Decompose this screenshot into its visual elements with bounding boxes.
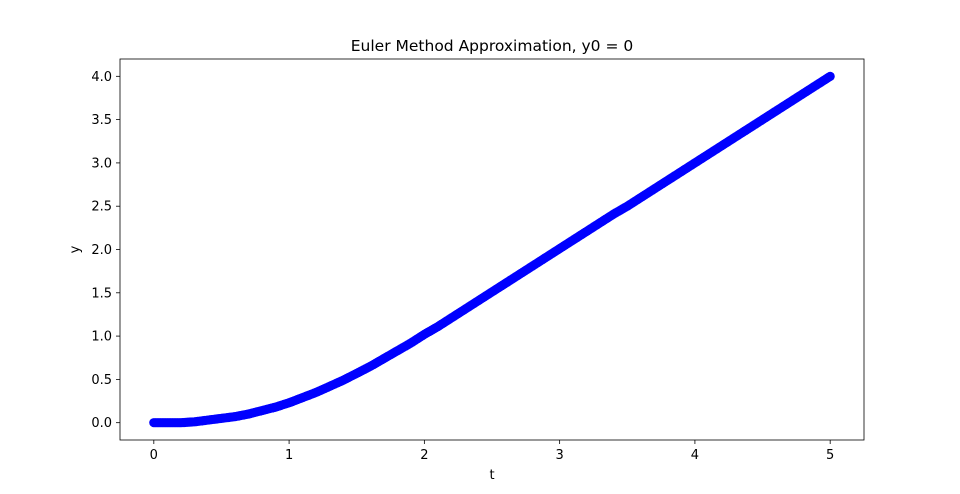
x-tick-label: 4 [691, 448, 699, 463]
x-tick-label: 3 [555, 448, 563, 463]
y-tick-label: 3.5 [91, 113, 112, 128]
y-tick-label: 0.0 [91, 416, 112, 431]
y-tick-label: 4.0 [91, 70, 112, 85]
x-tick-label: 1 [285, 448, 293, 463]
chart-title: Euler Method Approximation, y0 = 0 [351, 37, 634, 55]
data-point [825, 71, 835, 81]
x-axis-label: t [489, 468, 494, 483]
x-tick-label: 0 [150, 448, 158, 463]
y-tick-label: 3.0 [91, 156, 112, 171]
y-tick-label: 2.5 [91, 200, 112, 215]
x-tick-label: 2 [420, 448, 428, 463]
y-axis-label: y [68, 245, 83, 253]
y-tick-label: 1.5 [91, 286, 112, 301]
data-points [149, 71, 835, 428]
x-tick-label: 5 [826, 448, 834, 463]
plot-area [120, 59, 864, 440]
y-tick-label: 1.0 [91, 330, 112, 345]
y-tick-label: 2.0 [91, 243, 112, 258]
x-axis-ticks: 0 1 2 3 4 5 [150, 440, 834, 463]
y-tick-label: 0.5 [91, 373, 112, 388]
y-axis-ticks: 0.0 0.5 1.0 1.5 2.0 2.5 3.0 3.5 4.0 [91, 70, 120, 431]
